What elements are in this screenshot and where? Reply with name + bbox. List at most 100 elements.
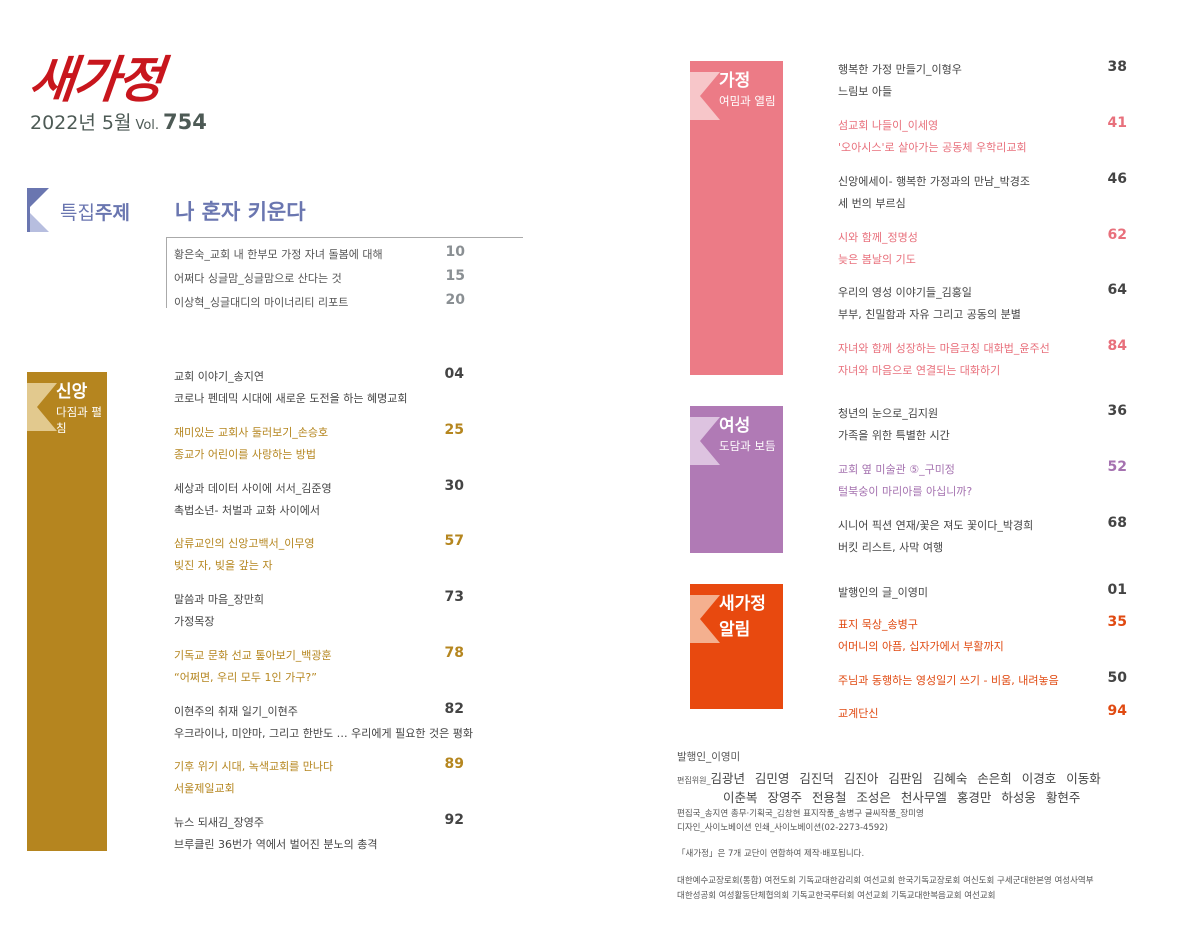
feature-item-title: 어쩌다 싱글맘_싱글맘으로 산다는 것	[174, 272, 342, 285]
entry-title: 시니어 픽션 연재/꽃은 져도 꽃이다_박경희	[838, 519, 1034, 532]
entry-title: 이현주의 취재 일기_이현주	[174, 705, 298, 718]
orgs-line-2: 대한성공회 여성활동단체협의회 기독교한국루터회 여선교회 기독교대한복음교회 …	[677, 891, 996, 901]
section-subtitle: 다짐과 펼침	[56, 405, 102, 435]
section-subtitle: 여밈과 열림	[719, 94, 776, 108]
feature-item-page: 10	[445, 244, 465, 260]
entry-title: 말씀과 마음_장만희	[174, 593, 264, 606]
entry-page: 04	[444, 366, 464, 382]
feature-ribbon-icon	[27, 188, 49, 232]
entry-page: 64	[1107, 282, 1127, 298]
entry-subtitle: 털북숭이 마리아를 아십니까?	[838, 485, 973, 498]
entry-page: 50	[1107, 670, 1127, 686]
entry-title: 발행인의 글_이영미	[838, 586, 928, 599]
entry-page: 38	[1107, 59, 1127, 75]
feature-label-light: 특집	[60, 202, 95, 224]
entry-subtitle: 우크라이나, 미얀마, 그리고 한반도 … 우리에게 필요한 것은 평화	[174, 727, 473, 740]
entry-subtitle: 빚진 자, 빚을 갚는 자	[174, 559, 273, 572]
entry-subtitle: 느림보 아들	[838, 85, 893, 98]
editors-line-1: 김광년 김민영 김진덕 김진아 김판임 김혜숙 손은희 이경호 이동화	[710, 771, 1101, 786]
entry-title: 주님과 동행하는 영성일기 쓰기 - 비움, 내려놓음	[838, 674, 1059, 687]
ribbon-icon	[690, 72, 720, 120]
entry-subtitle: “어쩌면, 우리 모두 1인 가구?”	[174, 671, 317, 684]
feature-item-page: 20	[445, 292, 465, 308]
entry-page: 82	[444, 701, 464, 717]
entry-page: 62	[1107, 227, 1127, 243]
section-title: 새가정	[719, 594, 766, 614]
feature-item-title: 이상혁_싱글대디의 마이너리티 리포트	[174, 296, 349, 309]
design-credit: 디자인_사이노베이션 인쇄_사이노베이션(02-2273-4592)	[677, 823, 888, 833]
entry-page: 30	[444, 478, 464, 494]
entry-subtitle: 부부, 친밀함과 자유 그리고 공동의 분별	[838, 308, 1021, 321]
entry-subtitle: '오아시스'로 살아가는 공동체 우학리교회	[838, 141, 1027, 154]
feature-label-bold: 주제	[94, 202, 130, 224]
entry-page: 46	[1107, 171, 1127, 187]
entry-title: 교회 옆 미술관 ⑤_구미정	[838, 463, 955, 476]
section-title: 가정	[719, 71, 751, 91]
section-subtitle: 알림	[719, 620, 751, 640]
entry-subtitle: 가정목장	[174, 615, 215, 628]
entry-page: 94	[1107, 703, 1127, 719]
entry-subtitle: 어머니의 아픔, 십자가에서 부활까지	[838, 640, 1004, 653]
entry-subtitle: 자녀와 마음으로 연결되는 대화하기	[838, 364, 1001, 377]
ribbon-icon	[27, 383, 57, 431]
editors-label: 편집위원_	[677, 776, 711, 785]
entry-title: 신앙에세이- 행복한 가정과의 만남_박경조	[838, 175, 1030, 188]
entry-page: 25	[444, 422, 464, 438]
ribbon-icon	[690, 417, 720, 465]
entry-subtitle: 촉법소년- 처벌과 교화 사이에서	[174, 504, 321, 517]
divider	[166, 237, 167, 308]
entry-page: 89	[444, 756, 464, 772]
feature-label: 특집주제	[60, 198, 130, 225]
entry-title: 청년의 눈으로_김지원	[838, 407, 939, 420]
entry-page: 73	[444, 589, 464, 605]
entry-subtitle: 종교가 어린이를 사랑하는 방법	[174, 448, 317, 461]
entry-title: 교계단신	[838, 707, 879, 720]
issue-date: 2022년 5월	[30, 112, 132, 134]
entry-title: 우리의 영성 이야기들_김홍일	[838, 286, 972, 299]
entry-page: 57	[444, 533, 464, 549]
feature-title: 나 혼자 키운다	[175, 200, 306, 224]
staff: 편집국_송지연 총무·기획국_김창현 표지작품_송병구 글씨작품_장미영	[677, 809, 924, 819]
section-title: 신앙	[56, 382, 88, 402]
entry-title: 표지 묵상_송병구	[838, 618, 918, 631]
entry-subtitle: 늦은 봄날의 기도	[838, 253, 916, 266]
feature-item-page: 15	[445, 268, 465, 284]
editors: 편집위원_김광년 김민영 김진덕 김진아 김판임 김혜숙 손은희 이경호 이동화	[677, 768, 1101, 787]
entry-page: 41	[1107, 115, 1127, 131]
vol-number: 754	[163, 110, 207, 134]
entry-subtitle: 가족을 위한 특별한 시간	[838, 429, 950, 442]
distribution-note: 「새가정」은 7개 교단이 연합하여 제작·배포됩니다.	[677, 849, 865, 859]
entry-subtitle: 버킷 리스트, 사막 여행	[838, 541, 944, 554]
entry-title: 세상과 데이터 사이에 서서_김준영	[174, 482, 332, 495]
entry-title: 재미있는 교회사 둘러보기_손승호	[174, 426, 329, 439]
entry-title: 뉴스 되새김_장영주	[174, 816, 264, 829]
entry-page: 36	[1107, 403, 1127, 419]
section-title: 여성	[719, 416, 751, 436]
entry-title: 섬교회 나들이_이세영	[838, 119, 939, 132]
entry-title: 기독교 문화 선교 톺아보기_백광훈	[174, 649, 332, 662]
publisher: 발행인_이영미	[677, 751, 741, 763]
section-subtitle: 도담과 보듬	[719, 439, 776, 453]
vol-label: Vol.	[135, 118, 160, 133]
entry-title: 기후 위기 시대, 녹색교회를 만나다	[174, 760, 334, 773]
entry-subtitle: 서울제일교회	[174, 782, 235, 795]
entry-title: 삼류교인의 신앙고백서_이무영	[174, 537, 315, 550]
entry-subtitle: 코로나 펜데믹 시대에 새로운 도전을 하는 혜명교회	[174, 392, 408, 405]
entry-subtitle: 브루클린 36번가 역에서 벌어진 분노의 총격	[174, 838, 378, 851]
magazine-logo: 새가정	[26, 50, 165, 109]
entry-subtitle: 세 번의 부르심	[838, 197, 906, 210]
entry-title: 시와 함께_정명성	[838, 231, 918, 244]
ribbon-icon	[690, 595, 720, 643]
orgs-line-1: 대한예수교장로회(통합) 여전도회 기독교대한감리회 여선교회 한국기독교장로회…	[677, 876, 1094, 886]
feature-item-title: 황은숙_교회 내 한부모 가정 자녀 돌봄에 대해	[174, 248, 383, 261]
issue-info: 2022년 5월 Vol. 754	[30, 108, 207, 135]
divider	[166, 237, 523, 238]
entry-title: 교회 이야기_송지연	[174, 370, 264, 383]
entry-page: 78	[444, 645, 464, 661]
editors-line-2: 이춘복 장영주 전용철 조성은 천사무엘 홍경만 하성웅 황현주	[723, 790, 1081, 805]
